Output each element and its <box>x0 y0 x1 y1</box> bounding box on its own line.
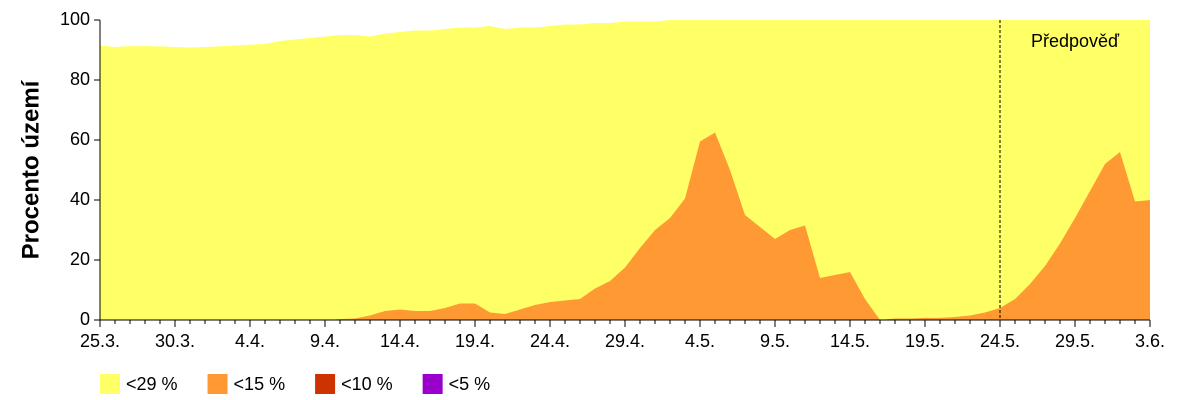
x-tick-label: 9.4. <box>310 331 340 351</box>
area <box>100 20 1150 320</box>
y-tick-label: 60 <box>70 129 90 149</box>
legend-swatch <box>100 374 120 394</box>
x-tick-label: 3.6. <box>1135 331 1165 351</box>
x-tick-label: 19.4. <box>455 331 495 351</box>
y-tick-label: 80 <box>70 69 90 89</box>
y-tick-label: 40 <box>70 189 90 209</box>
legend-label: <15 % <box>234 374 286 394</box>
x-tick-label: 4.5. <box>685 331 715 351</box>
y-tick-label: 100 <box>60 9 90 29</box>
x-tick-label: 24.4. <box>530 331 570 351</box>
forecast-label: Předpověď <box>1031 31 1120 51</box>
legend-label: <5 % <box>449 374 491 394</box>
y-tick-label: 20 <box>70 249 90 269</box>
legend-label: <10 % <box>341 374 393 394</box>
y-axis-title: Procento území <box>17 79 44 259</box>
x-tick-label: 14.5. <box>830 331 870 351</box>
x-tick-label: 29.5. <box>1055 331 1095 351</box>
legend-label: <29 % <box>126 374 178 394</box>
x-tick-label: 4.4. <box>235 331 265 351</box>
legend-swatch <box>315 374 336 394</box>
legend-swatch <box>422 374 443 394</box>
x-tick-label: 14.4. <box>380 331 420 351</box>
x-tick-label: 29.4. <box>605 331 645 351</box>
x-tick-label: 30.3. <box>155 331 195 351</box>
x-tick-label: 9.5. <box>760 331 790 351</box>
y-tick-label: 0 <box>80 309 90 329</box>
x-tick-label: 24.5. <box>980 331 1020 351</box>
x-tick-label: 25.3. <box>80 331 120 351</box>
legend-swatch <box>207 374 228 394</box>
x-tick-label: 19.5. <box>905 331 945 351</box>
area <box>100 132 1150 320</box>
